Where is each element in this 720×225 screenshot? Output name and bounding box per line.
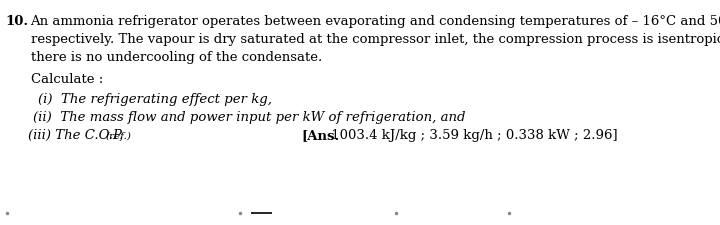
Text: 1003.4 kJ/kg ; 3.59 kg/h ; 0.338 kW ; 2.96]: 1003.4 kJ/kg ; 3.59 kg/h ; 0.338 kW ; 2.… xyxy=(327,129,618,142)
Text: Calculate :: Calculate : xyxy=(30,73,103,86)
Text: [Ans.: [Ans. xyxy=(302,129,340,142)
Text: (i)  The refrigerating effect per kg,: (i) The refrigerating effect per kg, xyxy=(37,93,271,106)
Text: An ammonia refrigerator operates between evaporating and condensing temperatures: An ammonia refrigerator operates between… xyxy=(30,15,720,28)
Text: there is no undercooling of the condensate.: there is no undercooling of the condensa… xyxy=(30,51,322,64)
Text: (ref.): (ref.) xyxy=(105,132,131,141)
Text: (ii)  The mass flow and power input per kW of refrigeration, and: (ii) The mass flow and power input per k… xyxy=(33,111,466,124)
Text: 10.: 10. xyxy=(6,15,29,28)
Text: (iii) The C.O.P.: (iii) The C.O.P. xyxy=(27,129,123,142)
Text: respectively. The vapour is dry saturated at the compressor inlet, the compressi: respectively. The vapour is dry saturate… xyxy=(30,33,720,46)
